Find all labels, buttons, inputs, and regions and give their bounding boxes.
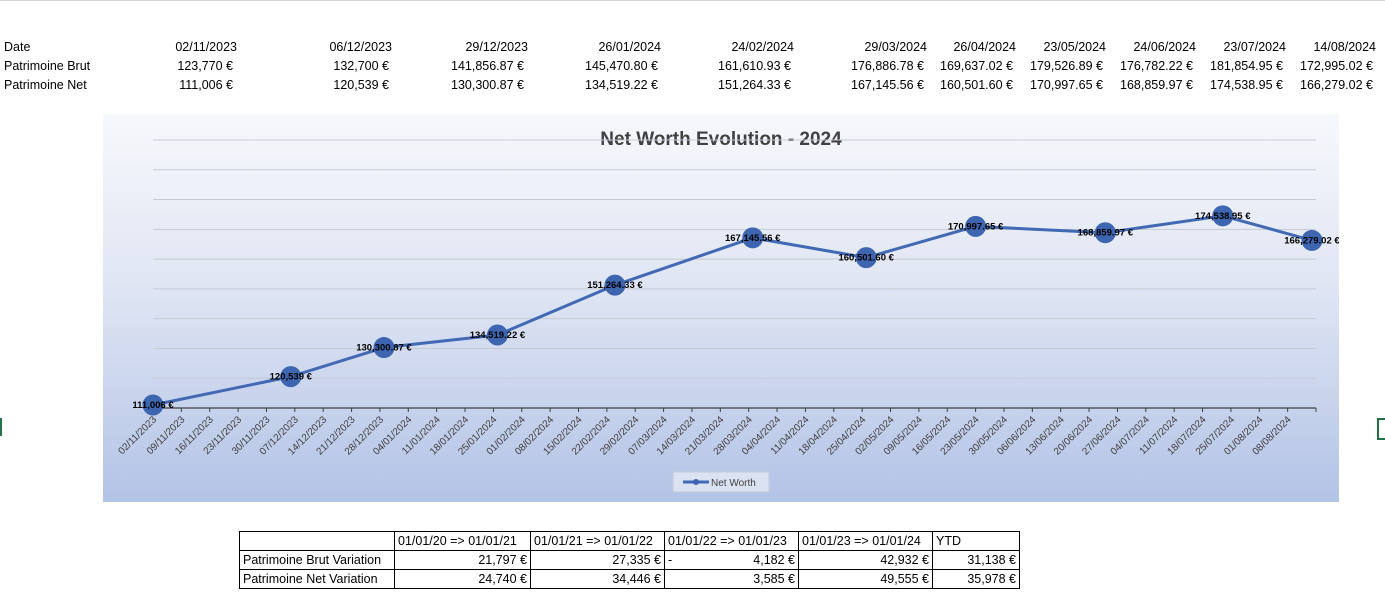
brut-cell[interactable]: 179,526.89 € <box>1030 59 1103 73</box>
variation-value-cell[interactable]: 21,797 € <box>394 550 531 570</box>
legend-label: Net Worth <box>711 478 756 489</box>
date-cell[interactable]: 23/05/2024 <box>1043 40 1106 54</box>
net-cell[interactable]: 134,519.22 € <box>585 78 658 92</box>
brut-cell[interactable]: 169,637.02 € <box>940 59 1013 73</box>
data-label: 160,501.60 € <box>838 253 894 264</box>
data-point-marker <box>373 337 395 359</box>
selection-edge-right <box>1377 418 1385 440</box>
data-point-marker <box>1094 222 1116 244</box>
data-label: 170,997.65 € <box>948 221 1004 232</box>
variation-header-cell[interactable]: 01/01/23 => 01/01/24 <box>798 531 933 551</box>
date-row: Date 02/11/2023 06/12/2023 29/12/2023 26… <box>0 39 1385 58</box>
brut-cell[interactable]: 141,856.87 € <box>451 59 524 73</box>
brut-row-label[interactable]: Patrimoine Brut <box>4 59 91 73</box>
variation-header-cell[interactable]: 01/01/20 => 01/01/21 <box>394 531 531 551</box>
net-row: Patrimoine Net 111,006 € 120,539 € 130,3… <box>0 77 1385 96</box>
data-label: 166,279.02 € <box>1284 235 1339 246</box>
accounting-dash: - <box>668 553 673 567</box>
variation-value-cell[interactable]: 34,446 € <box>530 569 665 589</box>
net-worth-chart: Net Worth Evolution - 202402/11/202309/1… <box>116 129 1339 493</box>
date-cell[interactable]: 26/04/2024 <box>953 40 1016 54</box>
net-cell[interactable]: 174,538.95 € <box>1210 78 1283 92</box>
net-row-label[interactable]: Patrimoine Net <box>4 78 87 92</box>
legend-box <box>672 471 770 493</box>
net-cell[interactable]: 130,300.87 € <box>451 78 524 92</box>
series-line-net-worth <box>152 214 1313 407</box>
brut-cell[interactable]: 176,886.78 € <box>851 59 924 73</box>
data-label: 111,006 € <box>132 400 174 411</box>
variation-net-row: Patrimoine Net Variation 24,740 € 34,446… <box>239 569 1020 589</box>
chart-area[interactable]: Net Worth Evolution - 2024 02/11/2023 09/1… <box>103 114 1339 502</box>
date-cell[interactable]: 29/12/2023 <box>465 40 528 54</box>
brut-cell[interactable]: 123,770 € <box>177 59 233 73</box>
data-point-marker <box>1301 229 1323 251</box>
date-cell[interactable]: 24/06/2024 <box>1133 40 1196 54</box>
variation-row-label[interactable]: Patrimoine Brut Variation <box>239 550 395 570</box>
variation-value-cell[interactable]: - 4,182 € <box>664 550 799 570</box>
sheet-top-border <box>0 0 1385 1</box>
data-point-marker <box>604 274 626 296</box>
legend-marker <box>693 479 699 485</box>
net-cell[interactable]: 160,501.60 € <box>940 78 1013 92</box>
data-label: 134,519.22 € <box>470 330 526 341</box>
data-point-marker <box>742 227 764 249</box>
brut-row: Patrimoine Brut 123,770 € 132,700 € 141,… <box>0 58 1385 77</box>
variation-header-row: 01/01/20 => 01/01/21 01/01/21 => 01/01/2… <box>239 531 1020 551</box>
selection-edge-left <box>0 418 2 436</box>
brut-cell[interactable]: 172,995.02 € <box>1300 59 1373 73</box>
net-cell[interactable]: 167,145.56 € <box>851 78 924 92</box>
data-label: 168,859.97 € <box>1078 228 1134 239</box>
data-point-marker <box>142 394 164 416</box>
date-cell[interactable]: 14/08/2024 <box>1313 40 1376 54</box>
data-point-marker <box>1212 205 1234 227</box>
data-point-marker <box>486 324 508 346</box>
brut-cell[interactable]: 132,700 € <box>333 59 389 73</box>
variation-row-label[interactable]: Patrimoine Net Variation <box>239 569 395 589</box>
net-cell[interactable]: 170,997.65 € <box>1030 78 1103 92</box>
variation-value-cell[interactable]: 24,740 € <box>394 569 531 589</box>
brut-cell[interactable]: 145,470.80 € <box>585 59 658 73</box>
variation-value-cell[interactable]: 27,335 € <box>530 550 665 570</box>
net-cell[interactable]: 168,859.97 € <box>1120 78 1193 92</box>
variation-value-cell[interactable]: 3,585 € <box>664 569 799 589</box>
date-cell[interactable]: 06/12/2023 <box>329 40 392 54</box>
variation-value-cell[interactable]: 31,138 € <box>932 550 1020 570</box>
date-cell[interactable]: 24/02/2024 <box>731 40 794 54</box>
variation-value-cell[interactable]: 49,555 € <box>798 569 933 589</box>
net-cell[interactable]: 151,264.33 € <box>718 78 791 92</box>
date-row-label[interactable]: Date <box>4 40 31 54</box>
brut-cell[interactable]: 176,782.22 € <box>1120 59 1193 73</box>
data-label: 151,264.33 € <box>587 280 643 291</box>
data-label: 120,539 € <box>270 372 313 383</box>
data-label: 174,538.95 € <box>1195 211 1251 222</box>
variation-header-cell[interactable]: 01/01/21 => 01/01/22 <box>530 531 665 551</box>
variation-value-cell[interactable]: 42,932 € <box>798 550 933 570</box>
variation-header-cell[interactable]: 01/01/22 => 01/01/23 <box>664 531 799 551</box>
net-cell[interactable]: 166,279.02 € <box>1300 78 1373 92</box>
data-point-marker <box>280 366 302 388</box>
variation-brut-row: Patrimoine Brut Variation 21,797 € 27,33… <box>239 550 1020 570</box>
data-point-marker <box>855 247 877 269</box>
data-point-marker <box>965 215 987 237</box>
variation-header-cell[interactable]: YTD <box>932 531 1020 551</box>
variation-value: 4,182 € <box>753 553 795 567</box>
net-cell[interactable]: 111,006 € <box>179 78 233 92</box>
date-cell[interactable]: 02/11/2023 <box>175 40 237 54</box>
brut-cell[interactable]: 161,610.93 € <box>718 59 791 73</box>
variation-table: 01/01/20 => 01/01/21 01/01/21 => 01/01/2… <box>239 531 1020 589</box>
net-cell[interactable]: 120,539 € <box>333 78 389 92</box>
variation-corner-cell[interactable] <box>239 531 395 551</box>
date-cell[interactable]: 23/07/2024 <box>1223 40 1286 54</box>
date-cell[interactable]: 26/01/2024 <box>598 40 661 54</box>
data-label: 167,145.56 € <box>725 233 781 244</box>
brut-cell[interactable]: 181,854.95 € <box>1210 59 1283 73</box>
date-cell[interactable]: 29/03/2024 <box>864 40 927 54</box>
variation-value-cell[interactable]: 35,978 € <box>932 569 1020 589</box>
data-label: 130,300.87 € <box>356 343 412 354</box>
